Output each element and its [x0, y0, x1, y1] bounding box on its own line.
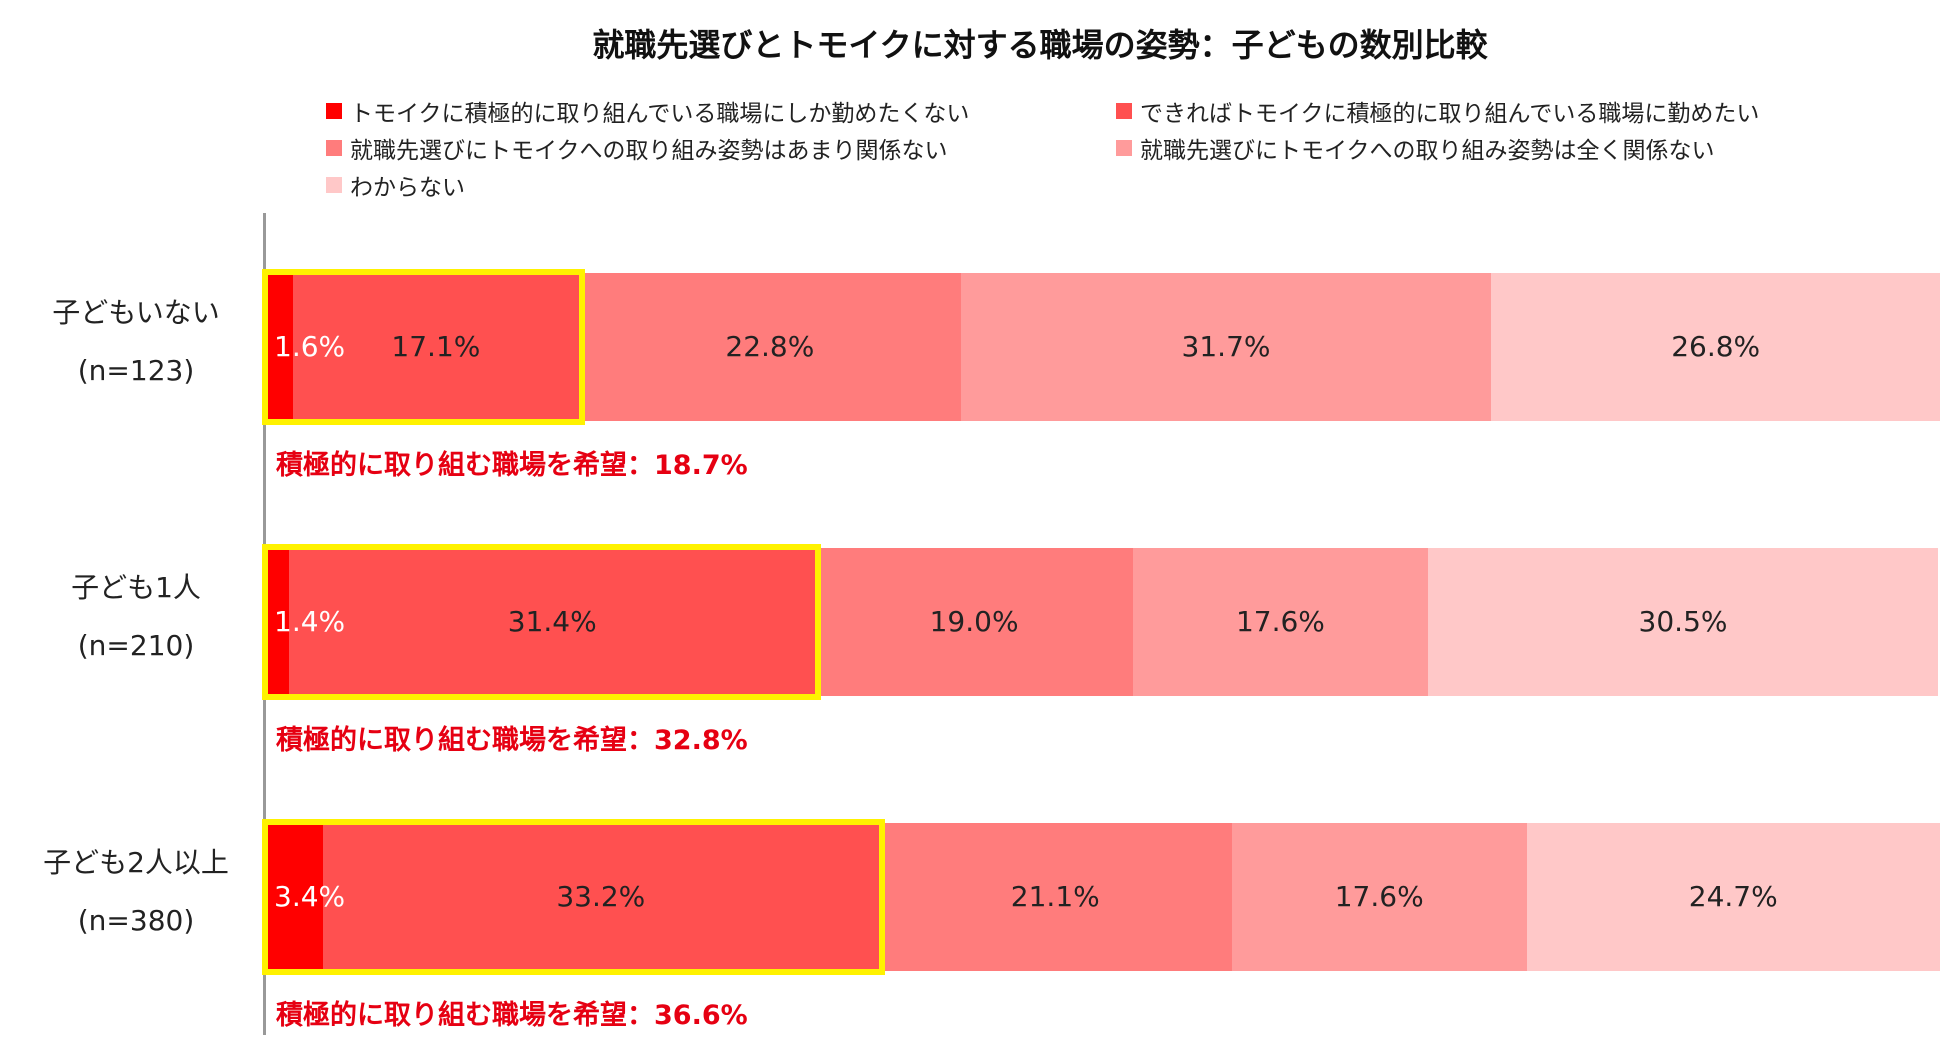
highlight-box	[262, 544, 822, 700]
data-label: 17.6%	[1334, 880, 1424, 913]
legend-swatch	[326, 177, 342, 193]
category-label: 子どもいない	[52, 296, 220, 329]
bar-segment	[1427, 548, 1939, 696]
legend-label: わからない	[350, 175, 465, 201]
chart-title: 就職先選びとトモイクに対する職場の姿勢：子どもの数別比較	[592, 26, 1488, 64]
data-label: 22.8%	[725, 330, 815, 363]
legend-label: 就職先選びにトモイクへの取り組み姿勢はあまり関係ない	[350, 138, 948, 164]
legend-swatch	[326, 103, 342, 119]
data-label: 3.4%	[274, 880, 346, 913]
legend-swatch	[1116, 103, 1132, 119]
legend-item: わからない	[326, 168, 465, 202]
bar-segment	[815, 548, 1134, 696]
category-n-label: (n=210)	[77, 629, 195, 662]
bar-segment	[266, 273, 293, 421]
legend-label: できればトモイクに積極的に取り組んでいる職場に勤めたい	[1140, 101, 1760, 127]
data-label: 21.1%	[1010, 880, 1100, 913]
summary-text: 積極的に取り組む職場を希望：18.7%	[276, 450, 748, 481]
category-n-label: (n=123)	[77, 354, 195, 387]
bar-segment	[1526, 823, 1940, 971]
legend-swatch	[326, 140, 342, 156]
bar-segment	[266, 823, 323, 971]
data-label: 31.4%	[507, 605, 597, 638]
bar-segment	[1231, 823, 1527, 971]
data-label: 19.0%	[929, 605, 1019, 638]
bar-segment	[878, 823, 1232, 971]
bar-segment	[322, 823, 879, 971]
bar-segment	[1133, 548, 1428, 696]
data-label: 33.2%	[556, 880, 646, 913]
data-label: 1.4%	[274, 605, 346, 638]
legend-label: トモイクに積極的に取り組んでいる職場にしか勤めたくない	[350, 101, 970, 127]
legend-label: 就職先選びにトモイクへの取り組み姿勢は全く関係ない	[1140, 138, 1715, 164]
legend-swatch	[1116, 140, 1132, 156]
data-label: 17.1%	[391, 330, 481, 363]
legend-item: トモイクに積極的に取り組んでいる職場にしか勤めたくない	[326, 94, 969, 128]
category-label: 子ども1人	[71, 571, 201, 604]
category-label: 子ども2人以上	[43, 846, 229, 879]
data-label: 17.6%	[1235, 605, 1325, 638]
highlight-box	[262, 269, 586, 425]
bar-row: 1.4% 31.4% 19.0% 17.6% 30.5%	[266, 548, 1940, 696]
legend-item: できればトモイクに積極的に取り組んでいる職場に勤めたい	[1116, 94, 1759, 128]
legend-item: 就職先選びにトモイクへの取り組み姿勢は全く関係ない	[1116, 131, 1715, 165]
highlight-box	[262, 819, 885, 975]
bar-row: 3.4% 33.2% 21.1% 17.6% 24.7%	[266, 823, 1940, 971]
bar-segment	[960, 273, 1492, 421]
data-label: 31.7%	[1181, 330, 1271, 363]
bar-segment	[1491, 273, 1940, 421]
data-label: 1.6%	[274, 330, 346, 363]
bar-segment	[266, 548, 290, 696]
summary-text: 積極的に取り組む職場を希望：36.6%	[276, 1000, 748, 1031]
data-label: 30.5%	[1638, 605, 1728, 638]
data-label: 24.7%	[1688, 880, 1778, 913]
bar-segment	[579, 273, 961, 421]
bar-segment	[289, 548, 816, 696]
legend-item: 就職先選びにトモイクへの取り組み姿勢はあまり関係ない	[326, 131, 948, 165]
summary-text: 積極的に取り組む職場を希望：32.8%	[276, 725, 748, 756]
category-n-label: (n=380)	[77, 904, 195, 937]
bar-segment	[292, 273, 580, 421]
data-label: 26.8%	[1671, 330, 1761, 363]
bar-row: 1.6% 17.1% 22.8% 31.7% 26.8%	[266, 273, 1940, 421]
